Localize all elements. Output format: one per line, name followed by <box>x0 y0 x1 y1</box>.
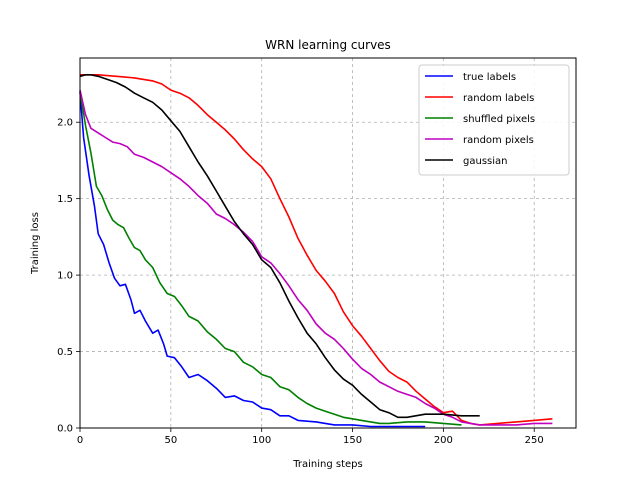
legend-box <box>418 64 570 176</box>
y-tick-label: 0.5 <box>57 347 73 358</box>
series-line-true-labels <box>79 91 426 428</box>
legend-label-random-pixels: random pixels <box>463 135 534 146</box>
y-axis-label: Training loss <box>30 212 41 275</box>
plot-frame <box>79 57 577 429</box>
x-tick-label: 250 <box>525 435 544 446</box>
y-tick-label: 0.0 <box>57 424 73 435</box>
x-axis-label: Training steps <box>292 459 362 470</box>
series-line-random-labels <box>80 74 553 426</box>
chart-title: WRN learning curves <box>265 38 391 52</box>
series-line-shuffled-pixels <box>79 91 462 426</box>
x-tick-label: 100 <box>252 435 271 446</box>
series-line-random-pixels <box>79 89 553 426</box>
legend-label-true-labels: true labels <box>463 72 516 83</box>
series-line-gaussian <box>79 74 480 419</box>
series-layer <box>79 74 553 428</box>
axis-ticks: 0 50 100 150 200 250 0.0 0.5 1.0 1.5 2.0 <box>57 118 544 446</box>
y-tick-label: 1.5 <box>57 194 73 205</box>
legend: true labels random labels shuffled pixels r… <box>418 64 570 176</box>
legend-label-shuffled-pixels: shuffled pixels <box>463 114 535 125</box>
y-tick-label: 2.0 <box>57 118 73 129</box>
legend-label-random-labels: random labels <box>463 93 534 104</box>
x-tick-label: 0 <box>77 435 83 446</box>
y-tick-label: 1.0 <box>57 271 73 282</box>
x-tick-label: 50 <box>164 435 177 446</box>
x-tick-label: 150 <box>343 435 362 446</box>
x-tick-label: 200 <box>434 435 453 446</box>
legend-label-gaussian: gaussian <box>463 156 507 167</box>
